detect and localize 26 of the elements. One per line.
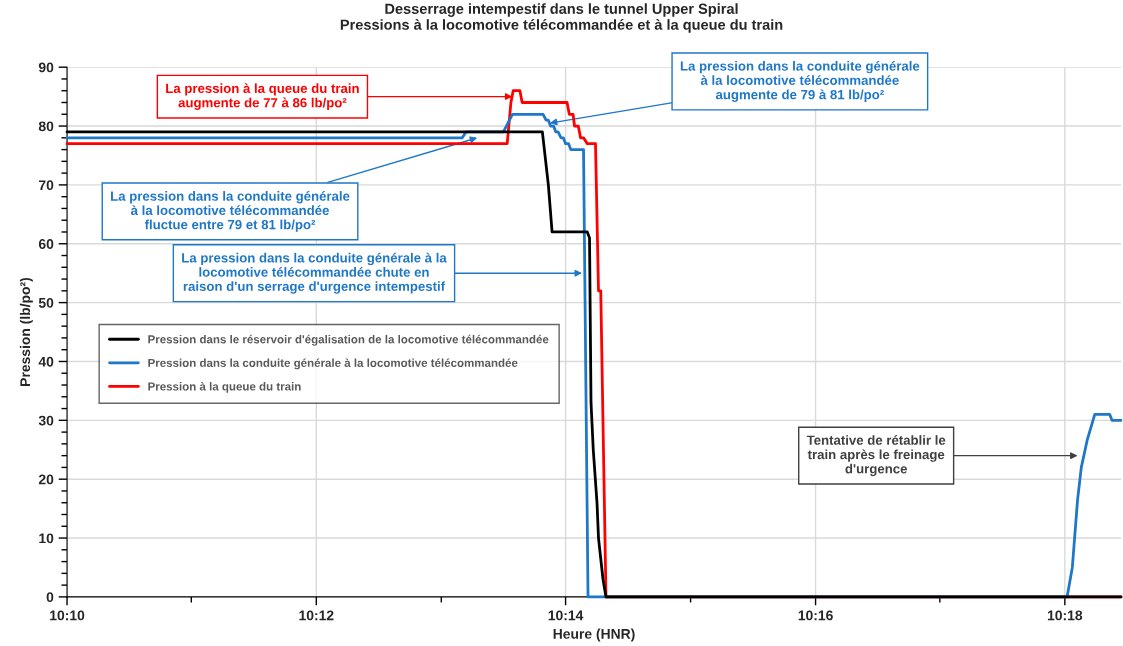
y-tick-label: 80: [38, 121, 54, 132]
y-tick-label: 40: [38, 356, 54, 367]
y-tick-label: 20: [38, 474, 54, 485]
y-tick-label: 60: [38, 239, 54, 249]
x-tick-label: 10:14: [548, 610, 584, 621]
legend-label: Pression dans le réservoir d'égalisation de la locomotive télécommandée: [148, 334, 549, 346]
y-axis-title: Pression (lb/po²): [19, 277, 33, 386]
legend-label: Pression à la queue du train: [148, 381, 301, 393]
annotation: La pression dans la conduite générale à la locomotive télécommandée augmente de 79 à 81 lb/po²: [680, 60, 920, 102]
x-axis-title: Heure (HNR): [553, 628, 635, 642]
x-tick-label: 10:16: [798, 610, 833, 621]
y-tick-label: 50: [38, 297, 54, 308]
chart-title: Desserrage intempestif dans le tunnel Upper Spiral Pressions à la locomotive télécommandée et à la queue du train: [340, 3, 783, 33]
y-tick-label: 70: [39, 180, 54, 191]
annotation: La pression dans la conduite générale à la locomotive télécommandée chute en raison d'un serrage d'urgence intempestif: [182, 252, 447, 294]
x-tick-label: 10:10: [50, 610, 85, 621]
annotation: La pression dans la conduite générale à la locomotive télécommandée fluctue entre 79 et 81 lb/po²: [111, 190, 350, 232]
y-tick-label: 10: [39, 533, 54, 544]
x-tick-label: 10:12: [299, 610, 334, 621]
y-tick-label: 90: [38, 62, 54, 73]
y-tick-label: 0: [46, 592, 54, 603]
annotation: La pression à la queue du train augmente de 77 à 86 lb/po²: [166, 83, 359, 111]
legend-label: Pression dans la conduite générale à la locomotive télécommandée: [148, 358, 518, 370]
y-tick-label: 30: [38, 415, 54, 426]
annotation: Tentative de rétablir le train après le freinage d'urgence: [806, 435, 946, 477]
x-tick-label: 10:18: [1047, 610, 1083, 621]
